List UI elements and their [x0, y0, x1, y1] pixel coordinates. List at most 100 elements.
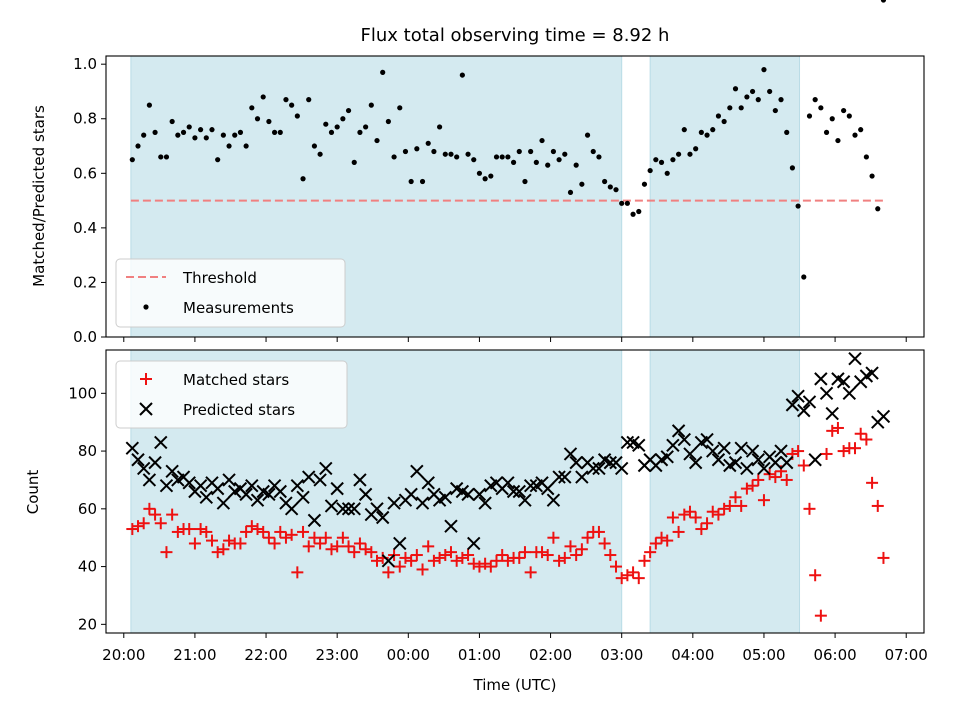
predicted-star-point [313, 473, 327, 487]
measurement-point [192, 135, 198, 141]
predicted-star-point [296, 490, 310, 504]
measurements-legend-label: Measurements [183, 299, 294, 317]
matched-star-point [701, 517, 714, 530]
measurement-point [681, 127, 687, 133]
measurement-point [351, 159, 357, 165]
measurement-point [198, 127, 204, 133]
matched-star-point [564, 540, 577, 553]
predicted-star-point [148, 455, 162, 470]
measurement-point [863, 154, 869, 160]
matched-star-point [257, 525, 270, 538]
measurement-point [459, 72, 465, 78]
predicted-star-point [347, 502, 361, 516]
measurement-point [328, 129, 335, 135]
measurement-point [391, 154, 397, 160]
matched-star-point [740, 482, 753, 495]
measurement-point [368, 102, 374, 108]
measurement-point [380, 69, 386, 75]
measurement-point [510, 159, 517, 165]
predicted-star-point [825, 406, 839, 421]
measurement-point [619, 200, 625, 206]
matched-star-point [450, 554, 463, 567]
measurement-point [613, 187, 619, 193]
predicted-star-point [802, 395, 817, 409]
matched-star-point [604, 549, 617, 562]
matched-star-point [638, 554, 651, 567]
predicted-star-point [780, 455, 794, 470]
matched-star-point [553, 554, 566, 567]
y-tick-label: 60 [78, 500, 97, 518]
predicted-star-point [472, 487, 487, 502]
measurement-point [135, 143, 141, 149]
predicted-star-point [370, 502, 384, 516]
measurement-point [590, 148, 596, 155]
measurement-point [744, 94, 750, 100]
measurement-point [431, 148, 437, 155]
matched-star-point [359, 543, 372, 556]
matched-star-point [570, 549, 583, 562]
matched-star-point [336, 531, 349, 544]
predicted-star-point [523, 479, 538, 493]
matched-star-point [405, 554, 418, 567]
bottom-axes-frame [105, 349, 925, 634]
measurement-point [414, 146, 420, 152]
measurement-point [607, 184, 613, 190]
bottom-y-axis-label: Count [24, 470, 42, 515]
predicted-star-point [620, 435, 635, 450]
matched-star-point [837, 445, 850, 458]
measurement-point [249, 105, 255, 111]
predicted-star-point [290, 479, 305, 493]
bottom-x-ticks: 20:00 21:00 22:00 23:00 00:00 01:00 02:00 03:00… [102, 633, 928, 664]
matched-star-point [456, 551, 469, 564]
matched-star-point [365, 546, 378, 559]
matched-star-point [860, 433, 873, 446]
measurement-point [425, 140, 431, 146]
measurement-point [789, 165, 796, 171]
measurement-point [732, 86, 739, 92]
y-tick-label: 100 [68, 384, 97, 402]
predicted-star-point [302, 470, 316, 484]
measurement-point [488, 173, 494, 179]
measurement-point [306, 97, 312, 103]
y-tick-label: 0.6 [73, 164, 97, 182]
measurement-point [835, 137, 841, 144]
matched-star-point [348, 546, 361, 559]
matched-star-point [399, 551, 412, 564]
measurement-point [465, 151, 471, 157]
predicted-star-point [501, 476, 515, 490]
predicted-star-point [239, 487, 253, 502]
bottom-legend-box [115, 360, 348, 429]
measurement-point [437, 124, 443, 130]
predicted-stars-legend-swatch [139, 402, 153, 416]
measurement-point [522, 178, 528, 185]
predicted-star-point [814, 372, 828, 386]
matched-star-point [649, 537, 662, 550]
measurement-point [772, 107, 778, 114]
predicted-star-point [603, 455, 618, 470]
measurement-point [596, 154, 602, 160]
predicted-star-point [717, 441, 731, 455]
matched-star-point [143, 502, 156, 515]
matched-star-point [223, 534, 236, 547]
matched-star-point [723, 499, 736, 512]
matched-star-point [211, 546, 224, 559]
matched-star-point [166, 508, 179, 521]
measurement-point [755, 97, 761, 103]
measurement-point [363, 124, 369, 130]
measurement-point [254, 116, 261, 122]
matched-star-point [467, 557, 480, 570]
predicted-star-point [216, 496, 231, 510]
matched-star-point [479, 557, 492, 570]
predicted-star-point [791, 389, 805, 403]
measurement-point [727, 105, 733, 111]
measurement-point [516, 148, 522, 155]
measurement-point [300, 176, 306, 182]
threshold-legend-label: Threshold [182, 269, 257, 287]
matched-star-point [831, 421, 844, 434]
measurement-point [636, 208, 642, 215]
predicted-star-point [751, 453, 765, 467]
measurement-point [767, 88, 773, 95]
matched-star-point [655, 531, 668, 544]
measurement-point [374, 137, 380, 144]
